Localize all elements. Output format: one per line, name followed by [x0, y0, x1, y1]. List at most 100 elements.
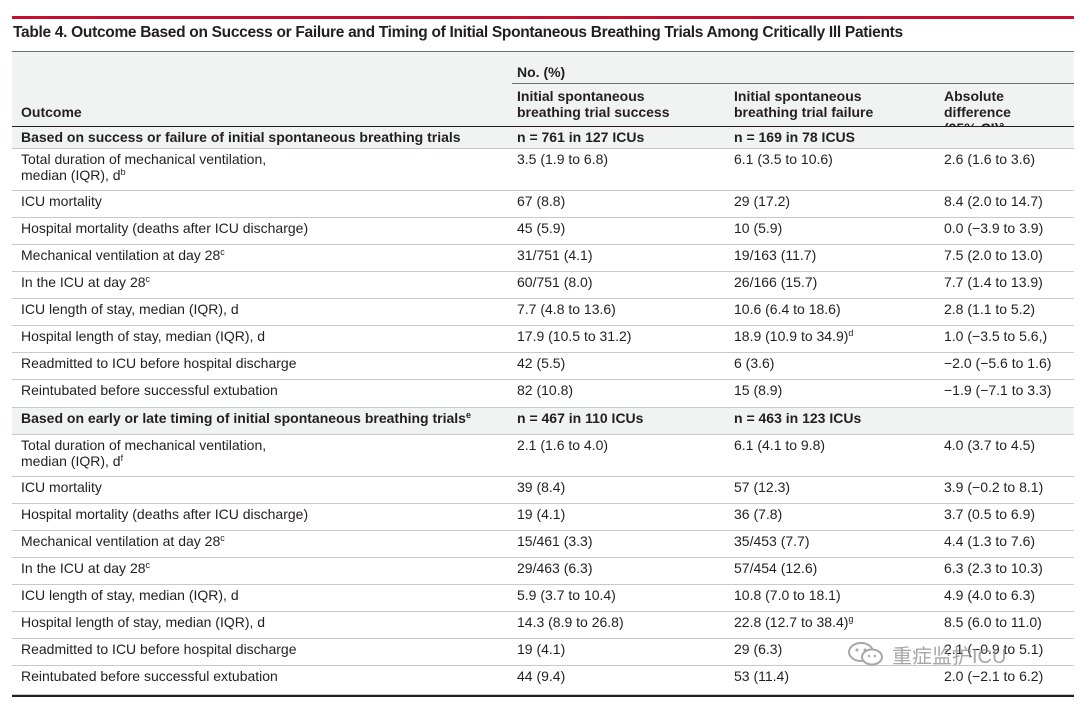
outcome-cell: Based on early or late timing of initial… [21, 410, 501, 426]
table-row: Hospital length of stay, median (IQR), d… [12, 326, 1074, 353]
failure-cell: 36 (7.8) [734, 506, 782, 522]
absdiff-cell-value: 4.0 (3.7 to 4.5) [944, 437, 1036, 453]
outcome-text: In the ICU at day 28 [21, 274, 146, 290]
outcome-cell: Hospital mortality (deaths after ICU dis… [21, 220, 501, 236]
absdiff-cell: 0.0 (−3.9 to 3.9) [944, 220, 1043, 236]
success-cell-value: 14.3 (8.9 to 26.8) [517, 614, 624, 630]
success-cell: 45 (5.9) [517, 220, 565, 236]
failure-cell-value: 6.1 (4.1 to 9.8) [734, 437, 826, 453]
failure-cell-value: 15 (8.9) [734, 382, 783, 398]
failure-cell-value: 57 (12.3) [734, 479, 791, 495]
absdiff-cell: 8.4 (2.0 to 14.7) [944, 193, 1043, 209]
failure-cell: 57 (12.3) [734, 479, 790, 495]
outcome-cell: ICU length of stay, median (IQR), d [21, 587, 501, 603]
outcome-text: ICU mortality [21, 193, 102, 209]
absdiff-cell: 8.5 (6.0 to 11.0) [944, 614, 1042, 630]
failure-cell-value: 18.9 (10.9 to 34.9) [734, 328, 849, 344]
success-cell-value: n = 467 in 110 ICUs [517, 410, 644, 426]
outcome-text: Hospital length of stay, median (IQR), d [21, 614, 266, 630]
outcome-text: In the ICU at day 28 [21, 560, 146, 576]
failure-cell: 6.1 (3.5 to 10.6) [734, 151, 833, 167]
failure-cell-value: 36 (7.8) [734, 506, 783, 522]
outcome-cell: In the ICU at day 28c [21, 560, 501, 576]
outcome-line2: median (IQR), df [21, 453, 501, 469]
absdiff-cell: 3.7 (0.5 to 6.9) [944, 506, 1035, 522]
outcome-text: Readmitted to ICU before hospital discha… [21, 355, 297, 371]
table-row: Total duration of mechanical ventilation… [12, 435, 1074, 477]
outcome-text: ICU length of stay, median (IQR), d [21, 587, 239, 603]
absdiff-cell-value: 1.0 (−3.5 to 5.6,) [944, 328, 1048, 344]
outcome-cell: Mechanical ventilation at day 28c [21, 533, 501, 549]
header-no-pct: No. (%) [517, 64, 566, 80]
outcome-text: ICU length of stay, median (IQR), d [21, 301, 239, 317]
success-cell-value: n = 761 in 127 ICUs [517, 129, 645, 145]
outcome-text: Reintubated before successful extubation [21, 668, 278, 684]
success-cell: 42 (5.5) [517, 355, 565, 371]
table-row: Readmitted to ICU before hospital discha… [12, 639, 1074, 666]
failure-cell: 10.8 (7.0 to 18.1) [734, 587, 841, 603]
outcome-cell: Readmitted to ICU before hospital discha… [21, 355, 501, 371]
absdiff-cell-value: 7.7 (1.4 to 13.9) [944, 274, 1043, 290]
header-outcome: Outcome [21, 104, 82, 120]
outcome-line2: median (IQR), db [21, 167, 501, 183]
success-cell: 60/751 (8.0) [517, 274, 593, 290]
table-row: Reintubated before successful extubation… [12, 666, 1074, 695]
header-failure: Initial spontaneous breathing trial fail… [734, 88, 873, 120]
outcome-line2-text: median (IQR), d [21, 167, 121, 183]
watermark-text: 重症监护ICU [892, 645, 1007, 668]
outcome-line1: Total duration of mechanical ventilation… [21, 437, 267, 453]
absdiff-cell: −1.9 (−7.1 to 3.3) [944, 382, 1051, 398]
failure-cell: 35/453 (7.7) [734, 533, 810, 549]
success-cell: 82 (10.8) [517, 382, 573, 398]
outcome-cell: ICU mortality [21, 193, 501, 209]
header-absdiff-footnote: a [999, 120, 1005, 130]
absdiff-cell: 1.0 (−3.5 to 5.6,) [944, 328, 1047, 344]
outcome-cell: ICU mortality [21, 479, 501, 495]
outcome-text: Reintubated before successful extubation [21, 382, 278, 398]
section-header-row: Based on early or late timing of initial… [12, 408, 1074, 435]
outcome-cell: Mechanical ventilation at day 28c [21, 247, 501, 263]
outcome-text: Mechanical ventilation at day 28 [21, 533, 221, 549]
failure-cell: 57/454 (12.6) [734, 560, 817, 576]
section-header-row: Based on success or failure of initial s… [12, 127, 1074, 149]
absdiff-cell-value: 2.1 (−0.9 to 5.1) [944, 641, 1044, 657]
success-cell: 67 (8.8) [517, 193, 565, 209]
footnote-marker: g [848, 614, 854, 624]
absdiff-cell: 3.9 (−0.2 to 8.1) [944, 479, 1043, 495]
absdiff-cell-value: 2.8 (1.1 to 5.2) [944, 301, 1036, 317]
success-cell-value: 5.9 (3.7 to 10.4) [517, 587, 616, 603]
success-cell-value: 45 (5.9) [517, 220, 566, 236]
header-success: Initial spontaneous breathing trial succ… [517, 88, 670, 120]
success-cell-value: 39 (8.4) [517, 479, 566, 495]
success-cell-value: 82 (10.8) [517, 382, 574, 398]
absdiff-cell-value: −2.0 (−5.6 to 1.6) [944, 355, 1052, 371]
failure-cell-value: n = 463 in 123 ICUs [734, 410, 862, 426]
outcome-cell: Hospital mortality (deaths after ICU dis… [21, 506, 501, 522]
absdiff-cell: −2.0 (−5.6 to 1.6) [944, 355, 1051, 371]
outcome-line2-text: median (IQR), d [21, 453, 121, 469]
success-cell: 2.1 (1.6 to 4.0) [517, 437, 608, 453]
table-row: In the ICU at day 28c 29/463 (6.3) 57/454 … [12, 558, 1074, 585]
failure-cell-value: 10.6 (6.4 to 18.6) [734, 301, 841, 317]
title-accent-rule [12, 16, 1074, 19]
failure-cell-value: 29 (6.3) [734, 641, 783, 657]
failure-cell: 29 (6.3) [734, 641, 782, 657]
table-row: ICU length of stay, median (IQR), d 5.9 (… [12, 585, 1074, 612]
absdiff-cell-value: 6.3 (2.3 to 10.3) [944, 560, 1043, 576]
failure-cell-value: 57/454 (12.6) [734, 560, 818, 576]
success-cell: 19 (4.1) [517, 641, 565, 657]
absdiff-cell: 4.0 (3.7 to 4.5) [944, 437, 1035, 453]
absdiff-cell-value: 8.5 (6.0 to 11.0) [944, 614, 1042, 630]
absdiff-cell-value: 0.0 (−3.9 to 3.9) [944, 220, 1044, 236]
outcome-cell: Reintubated before successful extubation [21, 382, 501, 398]
outcome-cell: Total duration of mechanical ventilation… [21, 151, 501, 183]
success-cell-value: 29/463 (6.3) [517, 560, 593, 576]
success-cell: 39 (8.4) [517, 479, 565, 495]
failure-cell: 26/166 (15.7) [734, 274, 817, 290]
table-bottom-rule [12, 695, 1074, 697]
failure-cell: 10 (5.9) [734, 220, 782, 236]
outcome-text: Mechanical ventilation at day 28 [21, 247, 221, 263]
table-row: Mechanical ventilation at day 28c 31/751 … [12, 245, 1074, 272]
outcome-line1: Total duration of mechanical ventilation… [21, 151, 267, 167]
failure-cell: 29 (17.2) [734, 193, 790, 209]
